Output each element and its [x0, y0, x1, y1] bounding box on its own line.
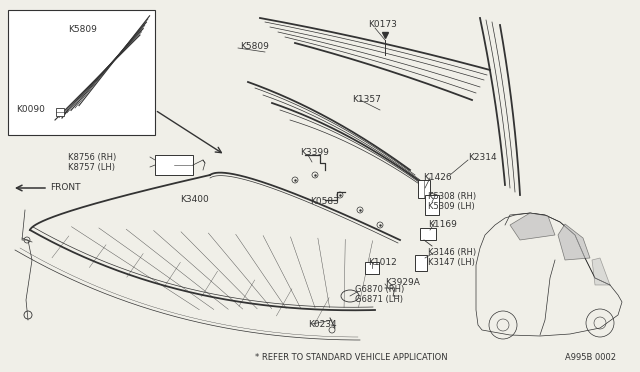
Polygon shape — [510, 213, 555, 240]
Text: K2314: K2314 — [468, 153, 497, 162]
Text: * REFER TO STANDARD VEHICLE APPLICATION: * REFER TO STANDARD VEHICLE APPLICATION — [255, 353, 447, 362]
Text: K1169: K1169 — [428, 220, 457, 229]
Bar — [420, 228, 436, 240]
Text: K5809: K5809 — [240, 42, 269, 51]
Bar — [425, 195, 439, 215]
Text: K0234: K0234 — [308, 320, 337, 329]
Text: K1012: K1012 — [368, 258, 397, 267]
Text: K5809: K5809 — [68, 25, 97, 34]
Text: K5308 (RH): K5308 (RH) — [428, 192, 476, 201]
Text: A995B 0002: A995B 0002 — [565, 353, 616, 362]
Text: K3399: K3399 — [300, 148, 329, 157]
Text: K0583: K0583 — [310, 197, 339, 206]
Bar — [418, 180, 430, 198]
Bar — [415, 255, 427, 271]
Text: G6871 (LH): G6871 (LH) — [355, 295, 403, 304]
Text: K0090: K0090 — [16, 105, 45, 114]
Text: K1357: K1357 — [352, 95, 381, 104]
Text: G6870 (RH): G6870 (RH) — [355, 285, 404, 294]
Polygon shape — [592, 258, 610, 285]
Text: K8756 (RH): K8756 (RH) — [68, 153, 116, 162]
Text: K5309 (LH): K5309 (LH) — [428, 202, 475, 211]
Text: FRONT: FRONT — [50, 183, 81, 192]
Bar — [365, 262, 379, 274]
Text: K3146 (RH): K3146 (RH) — [428, 248, 476, 257]
Text: K3147 (LH): K3147 (LH) — [428, 258, 475, 267]
Text: K8757 (LH): K8757 (LH) — [68, 163, 115, 172]
Bar — [56, 108, 64, 116]
Text: K1426: K1426 — [423, 173, 452, 182]
Text: K3929A: K3929A — [385, 278, 420, 287]
Polygon shape — [558, 224, 590, 260]
Bar — [8, 10, 155, 135]
Text: K0173: K0173 — [368, 20, 397, 29]
Bar — [155, 155, 193, 175]
Text: K3400: K3400 — [180, 195, 209, 204]
